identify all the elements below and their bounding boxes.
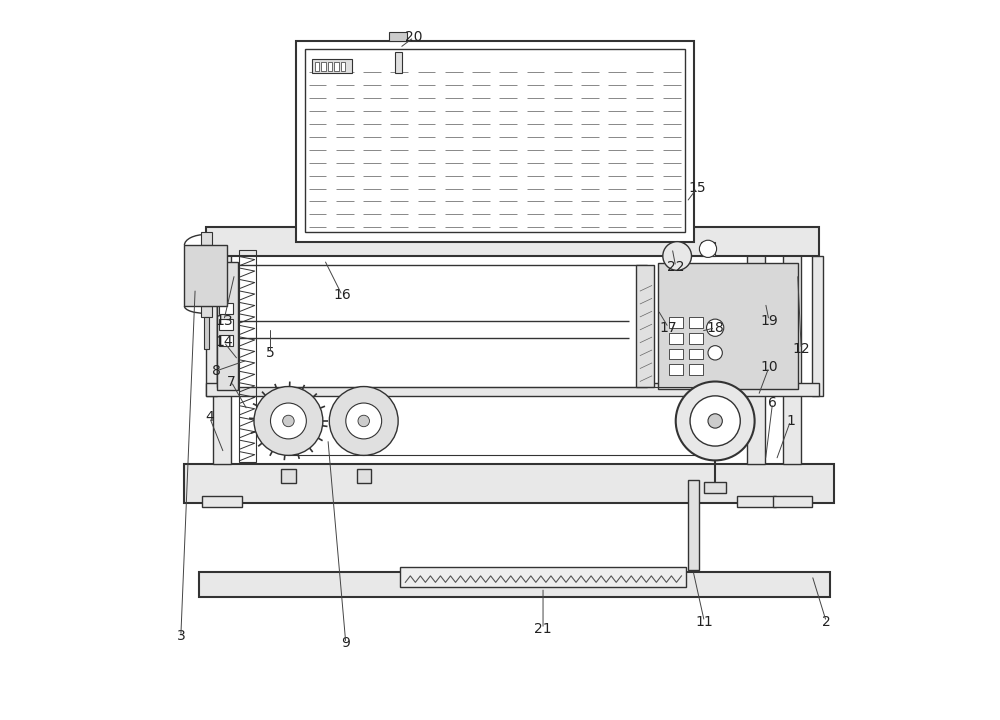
Bar (184, 464, 834, 503)
Bar (783, 249, 801, 464)
Text: 17: 17 (660, 320, 677, 335)
Bar (184, 246, 227, 306)
Bar (206, 256, 217, 396)
Bar (315, 63, 319, 71)
Text: 22: 22 (667, 260, 684, 274)
Bar (305, 50, 685, 233)
Bar (201, 233, 212, 246)
Circle shape (283, 415, 294, 427)
Bar (202, 496, 242, 507)
Bar (395, 52, 402, 73)
Bar (773, 496, 812, 507)
Circle shape (663, 242, 691, 270)
Circle shape (708, 346, 722, 360)
Circle shape (708, 414, 722, 428)
Text: 15: 15 (688, 181, 706, 195)
Circle shape (699, 240, 717, 258)
Bar (206, 228, 819, 256)
Bar (689, 348, 703, 359)
Circle shape (346, 403, 382, 439)
Bar (321, 63, 326, 71)
Bar (357, 469, 371, 483)
Text: 12: 12 (792, 342, 810, 356)
Bar (658, 264, 798, 389)
Bar (400, 567, 686, 588)
Bar (219, 303, 233, 314)
Circle shape (676, 382, 755, 460)
Bar (199, 572, 830, 597)
Bar (328, 63, 332, 71)
Bar (689, 364, 703, 375)
Circle shape (690, 396, 740, 446)
Circle shape (358, 415, 369, 427)
Bar (281, 469, 296, 483)
Text: 11: 11 (696, 615, 713, 629)
Bar (296, 41, 694, 242)
Bar (689, 317, 703, 328)
Text: 1: 1 (786, 414, 795, 428)
Bar (206, 383, 819, 396)
Circle shape (329, 387, 398, 455)
Bar (669, 364, 683, 375)
Bar (689, 333, 703, 343)
Bar (201, 306, 212, 317)
Bar (704, 482, 726, 492)
Polygon shape (389, 41, 407, 52)
Text: 3: 3 (176, 629, 185, 643)
Bar (204, 317, 209, 349)
Text: 10: 10 (760, 360, 778, 374)
Text: 8: 8 (212, 364, 221, 378)
Bar (747, 249, 765, 464)
Bar (334, 63, 339, 71)
Text: 21: 21 (534, 622, 552, 636)
Bar (688, 480, 699, 570)
Bar (217, 263, 238, 390)
Bar (636, 266, 654, 387)
Text: 13: 13 (215, 313, 233, 328)
Text: 16: 16 (333, 289, 351, 302)
Bar (812, 256, 823, 396)
Bar (701, 242, 715, 256)
Bar (219, 319, 233, 330)
Bar (671, 242, 684, 256)
Bar (341, 63, 345, 71)
Bar (239, 251, 256, 462)
Text: 2: 2 (822, 615, 831, 629)
Text: 5: 5 (266, 346, 275, 360)
Text: 9: 9 (341, 636, 350, 650)
Text: 4: 4 (205, 410, 214, 424)
Text: 18: 18 (706, 320, 724, 335)
Bar (219, 335, 233, 346)
Circle shape (707, 319, 724, 336)
Bar (669, 333, 683, 343)
Text: 14: 14 (215, 335, 233, 349)
Bar (737, 496, 776, 507)
Text: 7: 7 (227, 374, 235, 389)
Bar (669, 348, 683, 359)
Text: 19: 19 (760, 313, 778, 328)
Bar (669, 317, 683, 328)
Bar (217, 266, 647, 387)
Text: 6: 6 (768, 396, 777, 410)
Circle shape (254, 387, 323, 455)
Bar (389, 32, 407, 41)
Circle shape (270, 403, 306, 439)
Bar (213, 249, 231, 464)
Text: 20: 20 (405, 30, 423, 44)
Bar (312, 59, 352, 73)
